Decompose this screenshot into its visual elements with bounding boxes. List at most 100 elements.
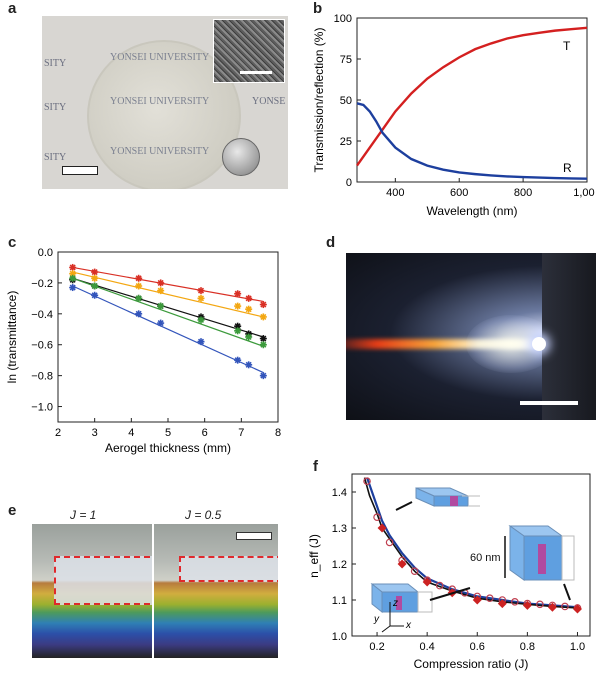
data-point xyxy=(91,268,99,276)
data-point-stroke xyxy=(157,320,164,327)
panel-label-f: f xyxy=(313,458,318,475)
data-point xyxy=(135,294,143,302)
y-tick-label: 1.2 xyxy=(332,559,347,571)
watermark-center-3: YONSEI UNIVERSITY xyxy=(110,146,210,157)
y-tick-label: −0.4 xyxy=(31,309,53,321)
data-point xyxy=(157,287,165,295)
open-circle-point xyxy=(536,600,544,609)
data-point xyxy=(91,274,99,282)
scale-bar-d xyxy=(520,401,578,405)
fit-line xyxy=(72,266,264,303)
data-point-stroke xyxy=(69,284,76,291)
data-point xyxy=(234,302,242,310)
source-tip xyxy=(532,337,546,351)
chart-c: 2 3 4 5 6 7 8 0.0 −0.2 −0.4 −0.6 −0.8 −1.0 Aerogel th… xyxy=(5,247,281,455)
legend-r: R xyxy=(563,161,572,175)
panel-e-photo-left xyxy=(32,524,152,658)
watermark-right: YONSE xyxy=(252,96,286,107)
x-tick-label: 400 xyxy=(386,187,404,199)
y-axis-label: ln (transmittance) xyxy=(5,291,19,384)
chart-f-insets: 60 nm z x y xyxy=(370,487,575,633)
data-point-stroke xyxy=(135,295,142,302)
data-point xyxy=(197,316,205,324)
data-point xyxy=(197,338,205,346)
data-point-stroke xyxy=(135,282,142,290)
data-point-stroke xyxy=(135,310,142,317)
axis-z-label: z xyxy=(392,598,398,609)
data-point xyxy=(91,291,99,299)
y-tick-label: −1.0 xyxy=(31,402,53,414)
panel-label-c: c xyxy=(8,234,17,251)
data-point-stroke xyxy=(197,295,205,302)
watermark-center-2: YONSEI UNIVERSITY xyxy=(110,96,210,107)
diamond-point xyxy=(522,600,532,610)
diamond-point xyxy=(422,577,432,587)
data-point xyxy=(234,356,242,364)
series-line-T xyxy=(356,26,588,167)
chart-f: 0.2 0.4 0.6 0.8 1.0 1.0 1.1 1.2 1.3 1.4 Compressio… xyxy=(307,473,591,671)
data-point xyxy=(234,290,242,298)
light-beam xyxy=(346,339,541,349)
data-point-stroke xyxy=(234,290,241,297)
data-point-stroke xyxy=(157,279,164,286)
data-point-stroke xyxy=(234,357,241,364)
y-tick-label: 25 xyxy=(340,136,352,148)
data-point-stroke xyxy=(69,275,76,282)
x-tick-label: 0.6 xyxy=(470,641,485,653)
legend-t: T xyxy=(563,39,571,53)
data-point-stroke xyxy=(245,295,252,302)
y-tick-label: 1.0 xyxy=(332,631,347,643)
x-tick-label: 1,000 xyxy=(573,187,595,199)
coin xyxy=(222,138,260,176)
x-axis-label: Compression ratio (J) xyxy=(414,657,529,671)
data-point-stroke xyxy=(260,341,267,348)
data-point xyxy=(259,341,267,349)
data-point-stroke xyxy=(91,269,98,276)
x-tick-label: 0.2 xyxy=(369,641,384,653)
x-tick-label: 7 xyxy=(238,427,244,439)
data-point-stroke xyxy=(91,292,98,299)
data-point xyxy=(259,335,267,343)
data-point-stroke xyxy=(234,303,241,310)
watermark-left-2: SITY xyxy=(44,102,67,113)
aerogel-sample-uncompressed xyxy=(54,556,152,605)
data-point-stroke xyxy=(135,275,142,282)
data-point xyxy=(259,301,267,309)
data-point-stroke xyxy=(197,338,205,345)
diamond-point xyxy=(572,604,582,614)
aerogel-sample-compressed xyxy=(179,556,278,582)
arrow-3 xyxy=(429,587,471,601)
data-point xyxy=(135,282,143,290)
inset-medium-box: z x y xyxy=(370,582,433,633)
inset-dim-label: 60 nm xyxy=(470,552,501,564)
data-point-stroke xyxy=(197,316,205,324)
data-point-stroke xyxy=(91,275,98,282)
open-circle-point xyxy=(561,602,569,611)
data-point xyxy=(91,282,99,290)
diamond-point xyxy=(377,523,387,533)
y-tick-label: 0.0 xyxy=(38,247,53,259)
y-tick-label: 50 xyxy=(340,95,352,107)
source-holder xyxy=(542,253,596,420)
data-point xyxy=(135,274,143,282)
arrow-1 xyxy=(395,501,413,511)
data-point xyxy=(157,279,165,287)
x-axis-label: Wavelength (nm) xyxy=(427,204,518,218)
open-circle-point xyxy=(410,567,419,576)
data-point xyxy=(245,305,253,313)
plot-frame xyxy=(356,17,588,183)
data-point-stroke xyxy=(69,264,76,271)
watermark-left-3: SITY xyxy=(44,152,67,163)
data-point-stroke xyxy=(69,270,76,277)
fit-line xyxy=(72,277,264,347)
open-circle-point xyxy=(373,513,381,522)
data-point xyxy=(135,310,143,318)
data-point xyxy=(234,322,242,330)
panel-d-photo xyxy=(346,253,596,420)
x-tick-label: 0.8 xyxy=(520,641,535,653)
data-point xyxy=(69,263,77,271)
data-point xyxy=(234,327,242,335)
data-point-stroke xyxy=(157,287,164,294)
x-axis-label: Aerogel thickness (mm) xyxy=(105,441,231,455)
data-point-stroke xyxy=(245,306,252,313)
